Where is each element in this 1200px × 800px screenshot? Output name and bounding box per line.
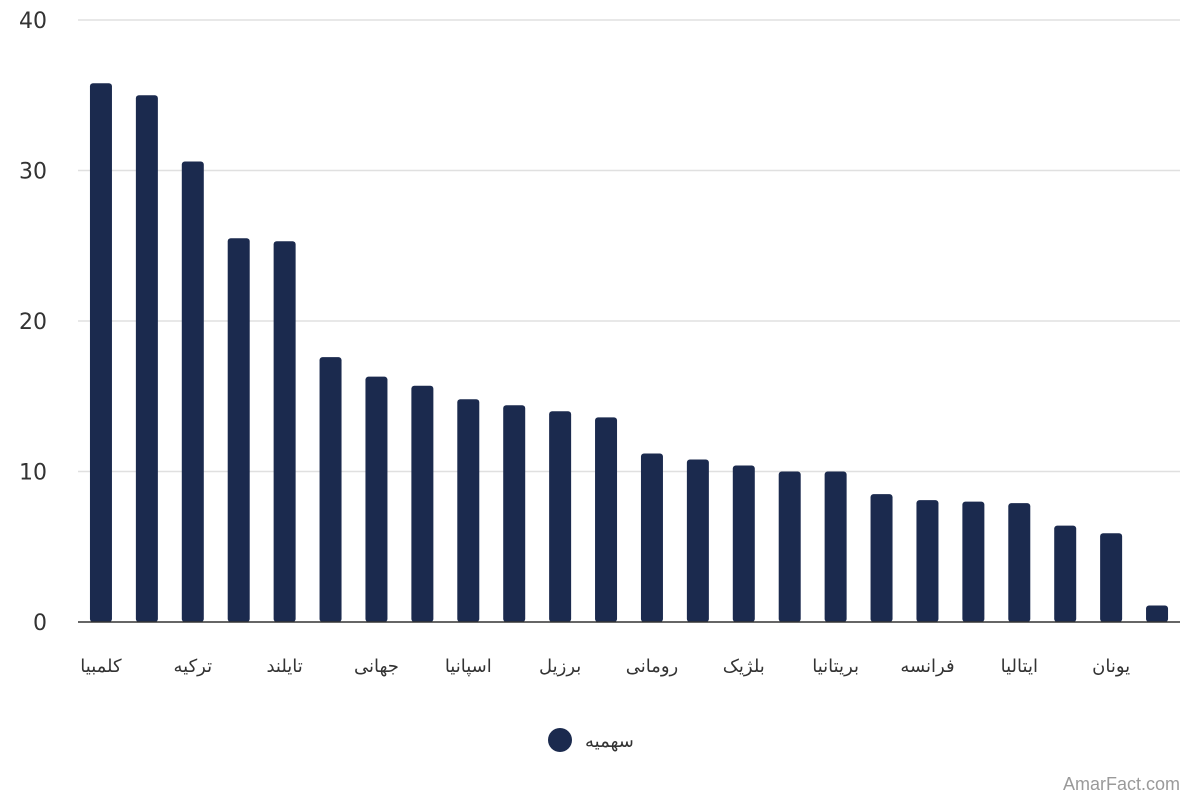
- x-tick-label: برزیل: [539, 656, 581, 677]
- x-tick-label: فرانسه: [900, 656, 954, 677]
- x-tick-label: رومانی: [626, 656, 679, 677]
- x-tick-label: جهانی: [354, 656, 399, 677]
- x-tick-label: ترکیه: [173, 656, 212, 677]
- bar[interactable]: [686, 459, 709, 622]
- bar[interactable]: [962, 501, 985, 622]
- x-tick-label: بلژیک: [723, 656, 765, 677]
- y-tick-label: 10: [19, 461, 47, 486]
- bar[interactable]: [411, 385, 434, 622]
- y-tick-label: 40: [19, 9, 47, 34]
- bar[interactable]: [181, 161, 204, 622]
- bar[interactable]: [319, 357, 342, 622]
- bar[interactable]: [1054, 525, 1077, 622]
- bar[interactable]: [870, 494, 893, 622]
- bar[interactable]: [778, 471, 801, 623]
- y-axis: 0 10 20 30 40: [19, 9, 47, 636]
- x-axis: کلمبیا ترکیه تایلند جهانی اسپانیا برزیل رومانی…: [80, 656, 1130, 677]
- x-tick-label: ایتالیا: [1001, 656, 1038, 677]
- grid-lines: [78, 19, 1180, 473]
- bar[interactable]: [227, 238, 250, 622]
- y-tick-label: 30: [19, 160, 47, 185]
- x-tick-label: تایلند: [266, 656, 302, 677]
- x-tick-label: بریتانیا: [812, 656, 859, 677]
- bar[interactable]: [135, 95, 158, 622]
- legend[interactable]: سهمیه: [548, 728, 634, 752]
- bars: [89, 83, 1169, 623]
- x-tick-label: یونان: [1092, 656, 1130, 677]
- legend-marker: [548, 728, 572, 752]
- bar[interactable]: [273, 241, 296, 623]
- bar[interactable]: [595, 417, 618, 622]
- bar[interactable]: [89, 83, 112, 622]
- watermark: AmarFact.com: [1063, 774, 1180, 794]
- x-tick-label: اسپانیا: [445, 656, 492, 677]
- bar[interactable]: [549, 411, 572, 622]
- bar[interactable]: [824, 471, 847, 623]
- bar[interactable]: [1146, 605, 1169, 622]
- x-tick-label: کلمبیا: [80, 656, 122, 677]
- y-tick-label: 20: [19, 310, 47, 335]
- bar[interactable]: [1008, 503, 1031, 622]
- bar[interactable]: [916, 500, 939, 622]
- y-tick-label: 0: [33, 611, 47, 636]
- bar[interactable]: [503, 405, 526, 622]
- legend-label: سهمیه: [585, 731, 634, 752]
- bar[interactable]: [457, 399, 480, 622]
- bar[interactable]: [1100, 533, 1123, 622]
- bar[interactable]: [732, 465, 755, 622]
- bar[interactable]: [365, 376, 388, 622]
- bar[interactable]: [640, 453, 663, 622]
